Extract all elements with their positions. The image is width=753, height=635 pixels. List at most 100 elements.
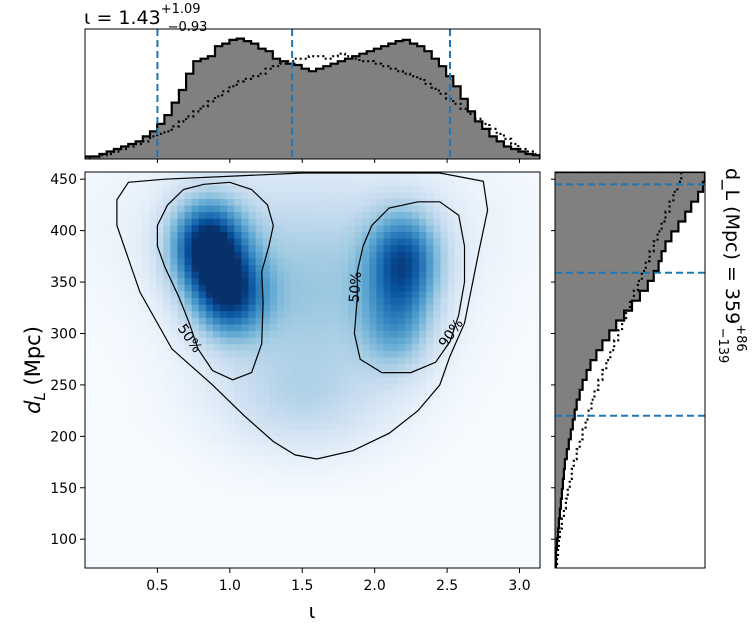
heatmap-cell	[312, 416, 321, 424]
heatmap-cell	[120, 277, 129, 285]
heatmap-cell	[234, 535, 243, 543]
heatmap-cell	[483, 495, 491, 503]
heatmap-cell	[525, 310, 534, 318]
heatmap-cell	[156, 376, 164, 384]
heatmap-cell	[148, 264, 157, 272]
heatmap-cell	[191, 264, 200, 272]
heatmap-cell	[532, 482, 540, 490]
heatmap-cell	[340, 330, 349, 338]
heatmap-cell	[497, 198, 506, 206]
heatmap-cell	[220, 211, 228, 219]
heatmap-cell	[227, 488, 235, 496]
heatmap-cell	[532, 277, 540, 285]
heatmap-cell	[348, 475, 356, 483]
heatmap-cell	[476, 271, 484, 279]
heatmap-cell	[177, 554, 186, 562]
heatmap-cell	[298, 495, 306, 503]
heatmap-cell	[490, 422, 498, 430]
heatmap-cell	[141, 363, 150, 371]
heatmap-cell	[454, 495, 463, 503]
heatmap-cell	[518, 231, 527, 239]
heatmap-cell	[483, 535, 491, 543]
heatmap-cell	[376, 535, 385, 543]
heatmap-cell	[468, 482, 477, 490]
heatmap-cell	[362, 403, 370, 411]
heatmap-cell	[212, 370, 221, 378]
heatmap-cell	[134, 548, 143, 556]
heatmap-cell	[518, 541, 527, 549]
heatmap-cell	[220, 429, 228, 437]
heatmap-cell	[127, 238, 136, 246]
heatmap-cell	[376, 363, 385, 371]
heatmap-cell	[298, 403, 306, 411]
heatmap-cell	[390, 370, 399, 378]
heatmap-cell	[369, 515, 378, 523]
heatmap-cell	[205, 521, 214, 529]
heatmap-cell	[412, 271, 420, 279]
heatmap-cell	[497, 343, 506, 351]
heatmap-cell	[141, 541, 150, 549]
heatmap-cell	[326, 350, 335, 358]
heatmap-cell	[113, 455, 122, 463]
heatmap-cell	[312, 376, 321, 384]
heatmap-cell	[483, 257, 491, 265]
heatmap-cell	[419, 224, 427, 232]
heatmap-cell	[163, 383, 171, 391]
heatmap-cell	[319, 224, 328, 232]
heatmap-cell	[419, 449, 427, 457]
heatmap-cell	[419, 488, 427, 496]
heatmap-cell	[276, 376, 285, 384]
heatmap-cell	[170, 343, 179, 351]
heatmap-cell	[433, 403, 442, 411]
heatmap-cell	[504, 350, 513, 358]
heatmap-cell	[269, 422, 278, 430]
heatmap-cell	[390, 502, 399, 510]
heatmap-cell	[148, 244, 157, 252]
heatmap-cell	[276, 244, 285, 252]
heatmap-cell	[404, 502, 413, 510]
heatmap-cell	[120, 211, 129, 219]
heatmap-cell	[113, 297, 122, 305]
heatmap-cell	[113, 172, 122, 180]
heatmap-cell	[156, 356, 164, 364]
contour-label: 50%	[347, 271, 366, 303]
heatmap-cell	[525, 185, 534, 193]
heatmap-cell	[262, 502, 271, 510]
heatmap-cell	[532, 211, 540, 219]
heatmap-cell	[191, 508, 200, 516]
heatmap-cell	[397, 238, 406, 246]
heatmap-cell	[205, 429, 214, 437]
heatmap-cell	[326, 554, 335, 562]
heatmap-cell	[212, 238, 221, 246]
heatmap-cell	[220, 396, 228, 404]
heatmap-cell	[312, 284, 321, 292]
heatmap-cell	[305, 554, 314, 562]
heatmap-cell	[319, 488, 328, 496]
heatmap-cell	[369, 350, 378, 358]
heatmap-cell	[504, 436, 513, 444]
heatmap-cell	[276, 218, 285, 226]
heatmap-cell	[148, 343, 157, 351]
heatmap-cell	[376, 191, 385, 199]
heatmap-cell	[532, 271, 540, 279]
heatmap-cell	[333, 178, 342, 186]
heatmap-cell	[483, 541, 491, 549]
heatmap-cell	[92, 310, 100, 318]
heatmap-cell	[198, 244, 207, 252]
heatmap-cell	[248, 310, 257, 318]
heatmap-cell	[177, 231, 186, 239]
heatmap-cell	[99, 211, 107, 219]
heatmap-cell	[184, 323, 193, 331]
heatmap-cell	[362, 442, 370, 450]
heatmap-cell	[198, 178, 207, 186]
heatmap-cell	[113, 488, 122, 496]
heatmap-cell	[397, 277, 406, 285]
heatmap-cell	[454, 172, 463, 180]
heatmap-cell	[348, 218, 356, 226]
heatmap-cell	[419, 337, 427, 345]
heatmap-cell	[127, 304, 136, 312]
heatmap-cell	[198, 389, 207, 397]
heatmap-cell	[362, 436, 370, 444]
heatmap-cell	[99, 231, 107, 239]
heatmap-cell	[440, 502, 449, 510]
